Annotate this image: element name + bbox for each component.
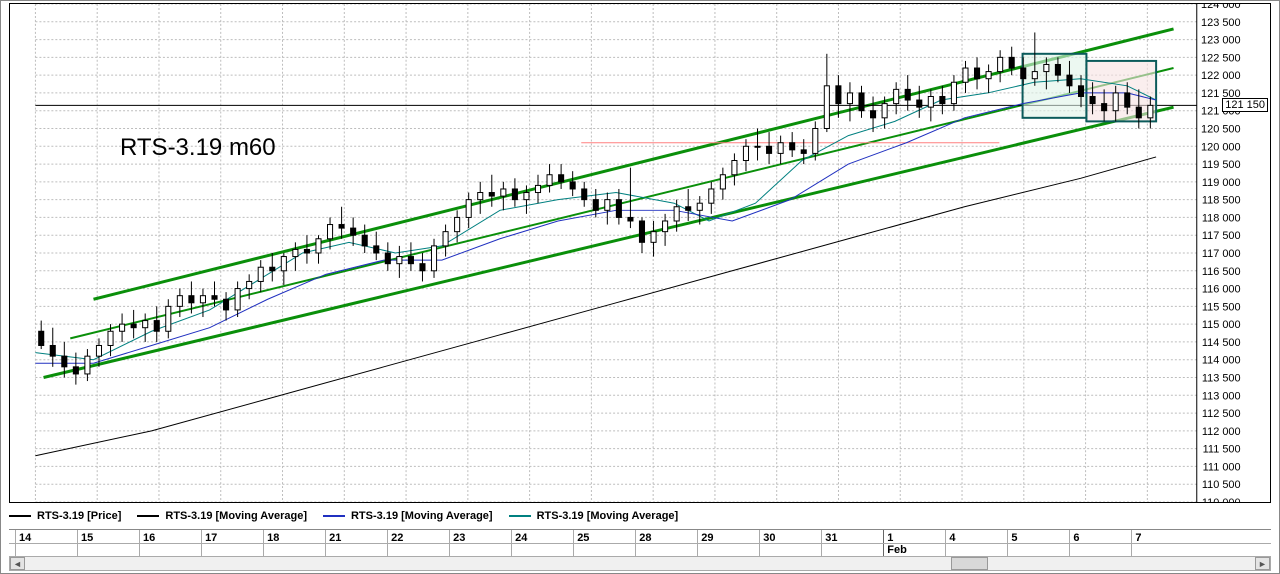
svg-text:120 000: 120 000 xyxy=(1201,141,1241,153)
svg-text:118 500: 118 500 xyxy=(1202,195,1241,207)
chart-root: 110 000 110 500 111 000 111 500 112 000 112 5… xyxy=(0,0,1280,574)
x-axis: 141516171821222324252829303114567Feb xyxy=(9,529,1271,556)
svg-text:115 500: 115 500 xyxy=(1202,301,1241,313)
svg-text:115 000: 115 000 xyxy=(1202,319,1241,331)
svg-text:113 000: 113 000 xyxy=(1202,390,1241,402)
svg-text:114 500: 114 500 xyxy=(1202,337,1241,349)
scroll-left-button[interactable]: ◄ xyxy=(10,557,25,570)
plot-area[interactable]: 110 000 110 500 111 000 111 500 112 000 112 5… xyxy=(9,3,1271,503)
svg-text:122 500: 122 500 xyxy=(1201,52,1241,64)
legend-item: RTS-3.19 [Moving Average] xyxy=(137,510,307,522)
legend-item: RTS-3.19 [Price] xyxy=(9,510,121,522)
svg-text:117 000: 117 000 xyxy=(1202,248,1241,260)
svg-text:114 000: 114 000 xyxy=(1202,355,1241,367)
svg-text:112 500: 112 500 xyxy=(1202,408,1241,420)
last-price-badge: 121 150 xyxy=(1222,98,1268,112)
scroll-right-button[interactable]: ► xyxy=(1255,557,1270,570)
svg-text:123 500: 123 500 xyxy=(1201,17,1241,29)
legend-item: RTS-3.19 [Moving Average] xyxy=(509,510,679,522)
svg-text:123 000: 123 000 xyxy=(1201,35,1241,47)
svg-text:118 000: 118 000 xyxy=(1202,212,1241,224)
scroll-thumb[interactable] xyxy=(951,557,988,570)
horizontal-scrollbar[interactable]: ◄ ► xyxy=(9,556,1271,571)
svg-text:117 500: 117 500 xyxy=(1202,230,1241,242)
svg-text:116 500: 116 500 xyxy=(1202,266,1241,278)
legend: RTS-3.19 [Price] RTS-3.19 [Moving Average… xyxy=(9,509,1271,523)
svg-text:111 500: 111 500 xyxy=(1203,444,1241,456)
legend-item: RTS-3.19 [Moving Average] xyxy=(323,510,493,522)
plot-svg: 110 000 110 500 111 000 111 500 112 000 112 5… xyxy=(10,4,1270,502)
svg-text:122 000: 122 000 xyxy=(1201,70,1241,82)
svg-text:116 000: 116 000 xyxy=(1202,284,1241,296)
svg-text:124 000: 124 000 xyxy=(1201,4,1241,11)
x-month-label: Feb xyxy=(887,544,907,556)
svg-text:113 500: 113 500 xyxy=(1202,372,1241,384)
svg-text:110 000: 110 000 xyxy=(1202,497,1241,502)
svg-text:119 000: 119 000 xyxy=(1202,177,1241,189)
svg-text:111 000: 111 000 xyxy=(1203,461,1241,473)
svg-text:110 500: 110 500 xyxy=(1202,479,1241,491)
svg-text:120 500: 120 500 xyxy=(1201,123,1241,135)
svg-text:112 000: 112 000 xyxy=(1202,426,1241,438)
svg-text:119 500: 119 500 xyxy=(1202,159,1241,171)
